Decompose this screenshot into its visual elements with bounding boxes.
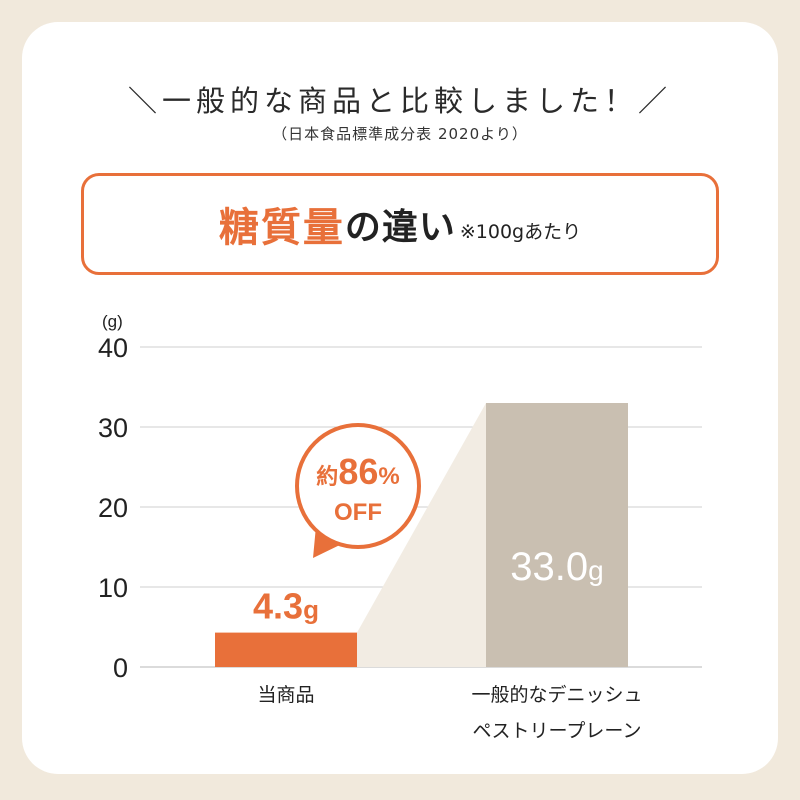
bar-0 bbox=[215, 632, 357, 667]
value-label-0: 4.3g bbox=[253, 586, 319, 627]
category-label-0-line-0: 当商品 bbox=[257, 684, 315, 706]
title-sub: の違い bbox=[344, 207, 456, 248]
y-tick-label: 40 bbox=[98, 333, 128, 363]
bar-1 bbox=[486, 403, 628, 667]
badge-off: OFF bbox=[334, 499, 382, 526]
category-label-1-line-0: 一般的なデニッシュ bbox=[471, 684, 643, 706]
headline: ＼一般的な商品と比較しました！／ bbox=[127, 84, 672, 118]
title-box: 糖質量 の違い ※100gあたり bbox=[81, 173, 719, 275]
title-note: ※100gあたり bbox=[459, 220, 582, 243]
y-tick-label: 30 bbox=[98, 413, 128, 443]
title-main: 糖質量 bbox=[218, 205, 345, 251]
reduction-badge bbox=[295, 423, 421, 549]
y-axis-label: (g) bbox=[102, 312, 123, 331]
y-tick-label: 0 bbox=[113, 653, 128, 683]
y-tick-label: 10 bbox=[98, 573, 128, 603]
y-tick-label: 20 bbox=[98, 493, 128, 523]
category-label-1-line-1: ペストリープレーン bbox=[472, 720, 642, 742]
source-note: （日本食品標準成分表 2020より） bbox=[272, 125, 528, 143]
comparison-connector bbox=[357, 403, 486, 667]
badge-percent: 約86% bbox=[316, 451, 399, 492]
